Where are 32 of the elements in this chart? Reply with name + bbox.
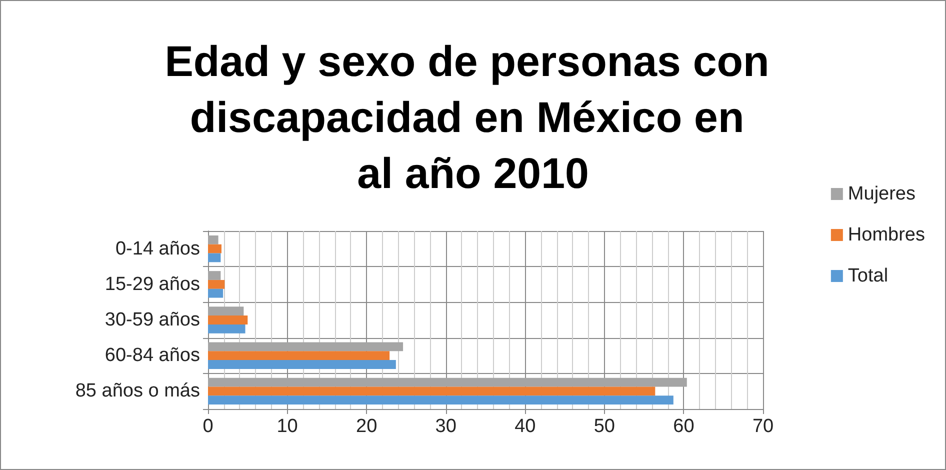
bar <box>208 386 656 396</box>
x-tick-label: 60 <box>673 416 694 437</box>
chart-title: Edad y sexo de personas con discapacidad en México en al año 2010 <box>164 38 782 198</box>
bar <box>208 351 390 360</box>
y-tick-label: 60-84 años <box>104 345 200 366</box>
bar <box>208 378 687 387</box>
legend-label: Hombres <box>848 224 925 246</box>
x-tick-label: 20 <box>356 416 378 437</box>
bar <box>208 288 224 298</box>
x-tick-label: 0 <box>202 416 214 437</box>
bar <box>208 324 246 334</box>
y-tick-label: 0-14 años <box>115 238 200 260</box>
x-tick-label: 30 <box>435 416 456 437</box>
x-tick-label: 70 <box>752 416 774 437</box>
y-tick-label: 30-59 años <box>104 310 200 330</box>
bar <box>208 253 221 262</box>
bar <box>208 316 248 324</box>
legend-label: Mujeres <box>848 184 916 204</box>
bar <box>208 306 244 316</box>
bar <box>208 360 396 369</box>
bar <box>208 280 225 289</box>
x-tick-label: 40 <box>514 416 536 437</box>
x-tick-label: 50 <box>594 416 615 437</box>
legend-label: Total <box>848 266 888 286</box>
bar <box>208 396 674 405</box>
bar <box>208 235 218 244</box>
x-tick-label: 10 <box>276 416 298 437</box>
y-tick-label: 85 años o más <box>75 380 200 402</box>
bar <box>208 271 221 280</box>
bar <box>208 244 222 254</box>
bar <box>208 342 404 352</box>
y-tick-label: 15-29 años <box>104 274 200 295</box>
